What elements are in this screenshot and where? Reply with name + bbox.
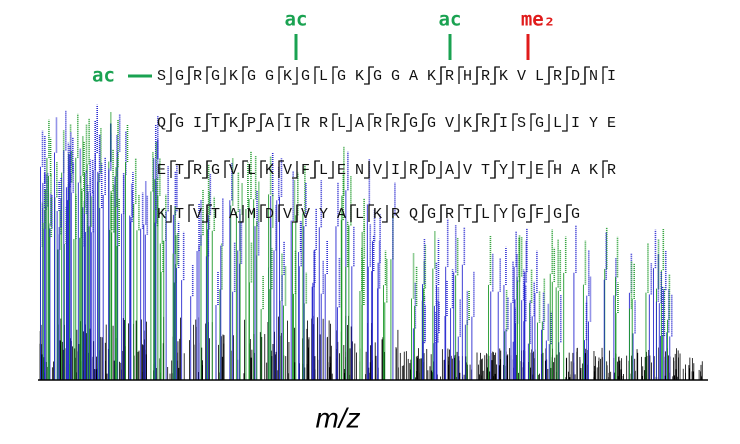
z-ion-bracket [422,113,428,131]
z-ion-bracket [350,204,356,222]
z-ion-bracket [458,66,464,84]
z-ion-bracket [224,113,230,131]
z-ion-bracket [512,113,518,131]
x-axis-label: m/z [315,402,360,433]
mod-label: me₂ [521,9,555,31]
z-ion-bracket [440,66,446,84]
z-ion-bracket [242,66,248,84]
z-ion-bracket [242,113,248,131]
z-ion-bracket [170,113,176,131]
z-ion-bracket [206,160,212,178]
z-ion-bracket [530,204,536,222]
z-ion-bracket [278,66,284,84]
z-ion-bracket [386,113,392,131]
z-ion-bracket [188,66,194,84]
z-ion-bracket [602,66,608,84]
z-ion-bracket [332,66,338,84]
sequence-row: ETRGVLKVFLENVIRDAVTYTEHAKR [157,162,625,179]
c-ion-bracket [400,161,406,179]
sequence-row: QGITKPAIRRLARRGGVKRISGLIYE [157,115,625,132]
c-ion-bracket [292,161,298,179]
z-ion-bracket [494,66,500,84]
z-ion-bracket [278,204,284,222]
mod-label: ac [285,9,308,31]
c-ion-bracket [346,114,352,132]
sequence: SGRGKGGKGLGKGGAKRHRKVLRDNI QGITKPAIRRLARR… [157,66,625,223]
z-ion-bracket [206,204,212,222]
z-ion-bracket [566,66,572,84]
z-ion-bracket [476,66,482,84]
z-ion-bracket [548,66,554,84]
z-ion-bracket [206,113,212,131]
z-ion-bracket [242,160,248,178]
c-ion-bracket [166,205,172,223]
z-ion-bracket [368,113,374,131]
c-ion-bracket [166,67,172,85]
z-ion-bracket [206,66,212,84]
n-term-mod: ac [92,65,115,87]
z-ion-bracket [422,204,428,222]
z-ion-bracket [278,113,284,131]
z-ion-bracket [314,160,320,178]
c-ion-bracket [382,161,388,179]
c-ion-bracket [328,161,334,179]
c-ion-bracket [382,205,388,223]
z-ion-bracket [368,204,374,222]
c-ion-bracket [364,161,370,179]
z-ion-bracket [296,113,302,131]
sequence-row: SGRGKGGKGLGKGGAKRHRKVLRDNI [157,68,625,85]
z-ion-bracket [440,204,446,222]
z-ion-bracket [188,160,194,178]
z-ion-bracket [314,66,320,84]
c-ion-bracket [544,114,550,132]
c-ion-bracket [238,205,244,223]
z-ion-bracket [476,113,482,131]
c-ion-bracket [292,67,298,85]
z-ion-bracket [530,113,536,131]
c-ion-bracket [562,114,568,132]
z-ion-bracket [512,204,518,222]
c-ion-bracket [454,114,460,132]
z-ion-bracket [494,204,500,222]
z-ion-bracket [602,160,608,178]
z-ion-bracket [404,113,410,131]
c-ion-bracket [436,161,442,179]
c-ion-bracket [508,161,514,179]
c-ion-bracket [220,67,226,85]
z-ion-bracket [458,204,464,222]
z-ion-bracket [296,204,302,222]
spectrum [39,104,703,380]
sequence-row: KTVTAMDVVYALKRQGRTLYGFGG [157,206,589,223]
z-ion-bracket [584,66,590,84]
z-ion-bracket [170,160,176,178]
z-ion-bracket [332,113,338,131]
z-ion-bracket [476,204,482,222]
z-ion-bracket [260,113,266,131]
mod-label: ac [439,9,462,31]
z-ion-bracket [260,204,266,222]
z-ion-bracket [224,160,230,178]
z-ion-bracket [548,160,554,178]
z-ion-bracket [422,160,428,178]
z-ion-bracket [566,204,572,222]
z-ion-bracket [494,113,500,131]
c-ion-bracket [544,205,550,223]
z-ion-bracket [278,160,284,178]
z-ion-bracket [260,160,266,178]
c-ion-bracket [526,161,532,179]
c-ion-bracket [454,161,460,179]
z-ion-bracket [368,66,374,84]
z-ion-bracket [494,160,500,178]
z-ion-bracket [188,204,194,222]
